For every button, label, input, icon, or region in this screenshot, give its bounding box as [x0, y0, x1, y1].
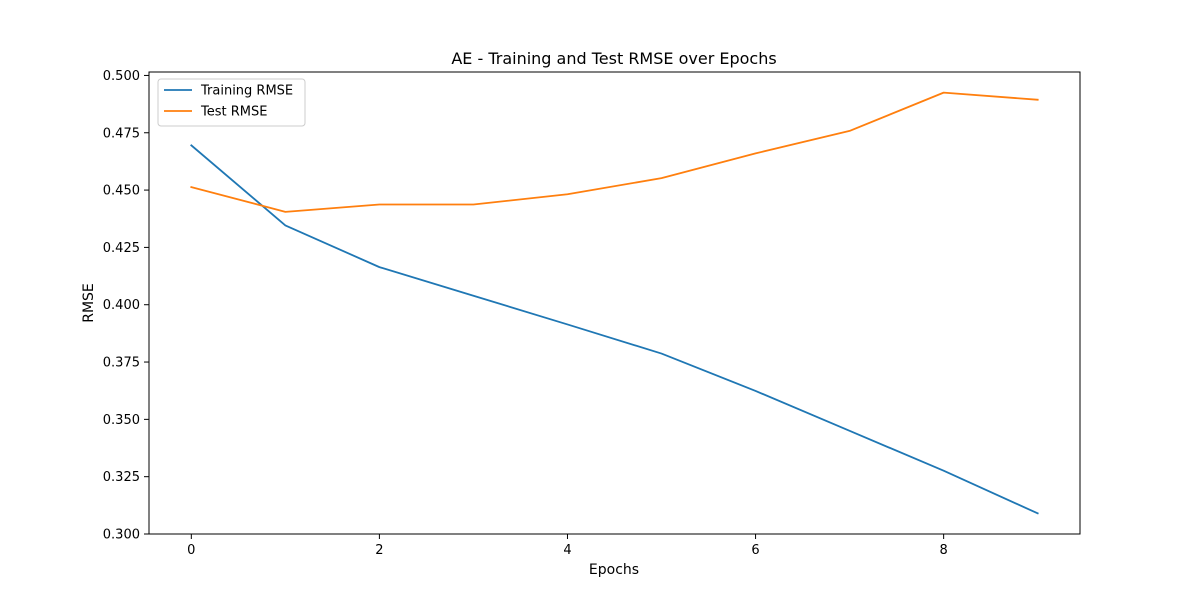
legend-label-1: Test RMSE [200, 105, 267, 120]
y-axis-label: RMSE [81, 283, 97, 323]
legend-label-0: Training RMSE [200, 84, 293, 99]
y-tick-label: 0.475 [103, 126, 140, 141]
y-tick-label: 0.425 [103, 241, 140, 256]
y-tick-label: 0.325 [103, 470, 140, 485]
y-tick-label: 0.500 [103, 69, 140, 84]
plot-lines [190, 91, 1039, 515]
y-tick-label: 0.375 [103, 356, 140, 371]
x-tick-label: 0 [187, 543, 195, 558]
x-tick-label: 6 [751, 543, 759, 558]
y-tick-label: 0.350 [103, 413, 140, 428]
y-tick-label: 0.300 [103, 528, 140, 543]
plot-frame [148, 71, 1081, 535]
series-line-0 [190, 144, 1039, 515]
x-tick-label: 8 [940, 543, 948, 558]
legend: Training RMSE Test RMSE [157, 78, 306, 127]
y-tick-label: 0.450 [103, 184, 140, 199]
x-tick-label: 2 [375, 543, 383, 558]
y-tick-label: 0.400 [103, 298, 140, 313]
chart-title: AE - Training and Test RMSE over Epochs [451, 49, 776, 68]
x-tick-label: 4 [563, 543, 571, 558]
y-axis: 0.300 0.325 0.350 0.375 0.400 0.425 0.450 0.475… [103, 69, 149, 543]
series-line-1 [190, 91, 1039, 213]
x-axis: 0 2 4 6 8 [187, 534, 948, 558]
x-axis-label: Epochs [589, 562, 639, 578]
legend-box [157, 78, 306, 127]
